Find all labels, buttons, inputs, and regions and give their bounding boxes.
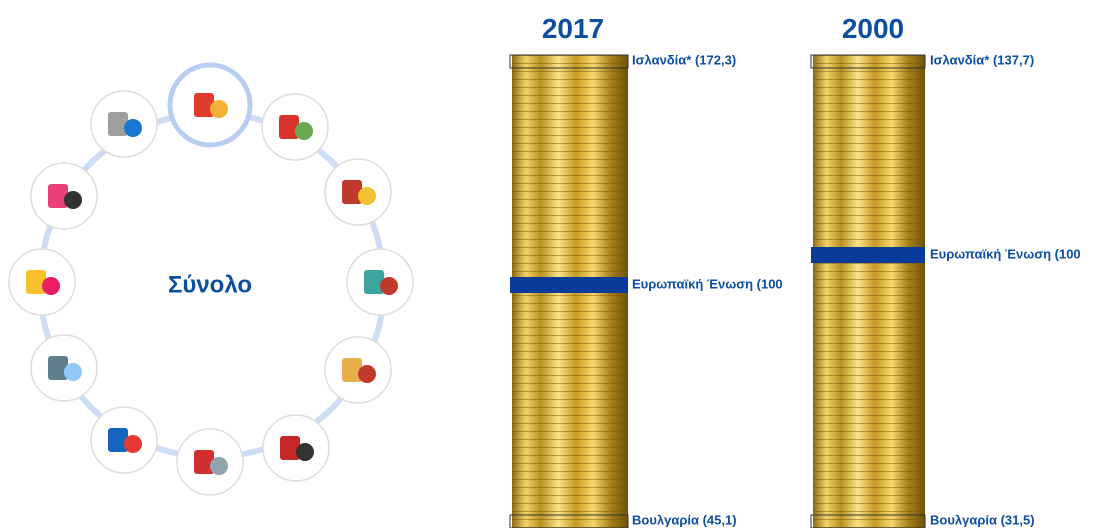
category-icon [31,335,97,401]
icon-shape [42,277,60,295]
category-icon [91,407,157,473]
category-icon [31,163,97,229]
category-icon [325,337,391,403]
eu-coin [811,247,925,263]
category-icon [170,65,250,145]
icon-shape [210,457,228,475]
center-label: Σύνολο [168,271,252,298]
icon-shape [358,365,376,383]
category-icon [347,249,413,315]
year: 2000 [842,13,904,44]
category-icon [263,415,329,481]
icon-shape [210,100,228,118]
category-icon [9,249,75,315]
category-icon [177,429,243,495]
category-wheel: Σύνολο [9,65,413,495]
icon-shape [296,443,314,461]
column-2017: 2017 Ισλανδία* (172,3) Ευρωπαϊκή Ένωση (… [510,13,783,528]
bottom-label: Βουλγαρία (31,5) [930,512,1035,527]
top-label: Ισλανδία* (137,7) [930,52,1034,67]
eu-coin [510,277,628,293]
icon-shape [295,122,313,140]
middle-label: Ευρωπαϊκή Ένωση (100 [632,276,783,291]
icon-shape [64,363,82,381]
year: 2017 [542,13,604,44]
column-2000: 2000 Ισλανδία* (137,7) Ευρωπαϊκή Ένωση (… [811,13,1081,528]
infographic: Σύνολο 2017 Ισλανδία* (172,3) Ευρωπαϊκή … [0,0,1096,528]
middle-label: Ευρωπαϊκή Ένωση (100 [930,246,1081,261]
icon-shape [124,435,142,453]
icon-shape [358,187,376,205]
coin-edges [813,55,925,528]
category-icon [325,159,391,225]
icon-shape [380,277,398,295]
category-icon [91,91,157,157]
bottom-label: Βουλγαρία (45,1) [632,512,737,527]
icon-shape [124,119,142,137]
category-icon [262,94,328,160]
top-label: Ισλανδία* (172,3) [632,52,736,67]
icon-shape [64,191,82,209]
